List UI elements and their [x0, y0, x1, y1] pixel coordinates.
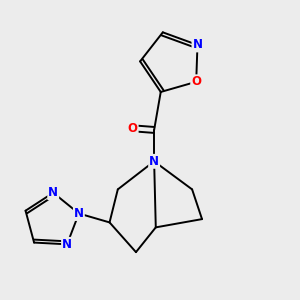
Text: N: N	[149, 155, 159, 168]
Text: N: N	[74, 207, 84, 220]
Text: O: O	[191, 75, 201, 88]
Text: N: N	[48, 186, 58, 199]
Text: N: N	[193, 38, 202, 51]
Text: O: O	[128, 122, 138, 135]
Text: N: N	[62, 238, 72, 251]
